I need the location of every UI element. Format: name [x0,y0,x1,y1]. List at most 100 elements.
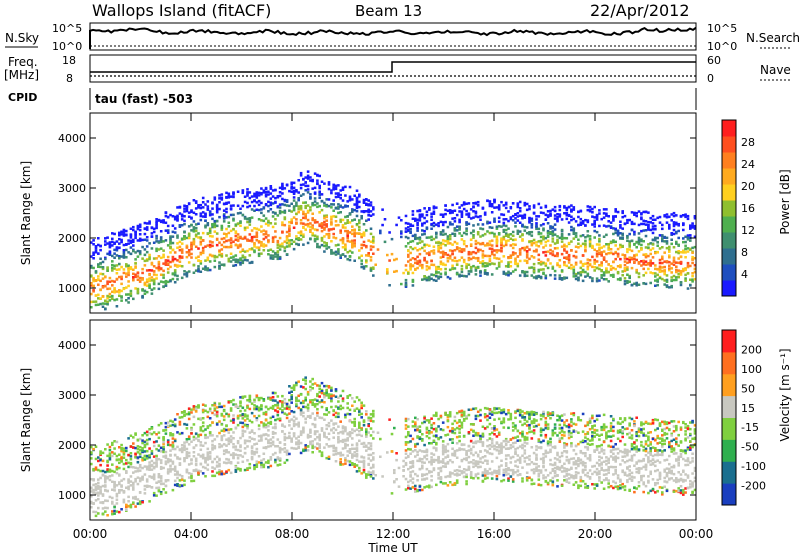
power-cell [409,224,412,228]
power-cell [507,219,510,223]
power-cell [509,237,513,240]
velocity-cell [138,491,142,494]
power-cell [516,229,520,233]
power-cell [288,209,291,212]
power-cell [453,232,457,236]
power-cell [264,203,268,206]
power-cell [404,235,408,239]
power-cell [122,249,126,252]
velocity-cell [297,442,300,445]
power-cell [544,276,548,280]
velocity-cell [141,434,144,437]
power-cell [192,220,196,223]
velocity-cell [194,432,198,435]
power-cell [465,266,468,270]
velocity-cell [164,460,168,463]
power-cell [686,250,690,253]
velocity-cell [204,404,207,407]
power-cell [616,210,620,214]
power-cell [488,263,492,266]
power-cell [621,236,624,239]
power-cell [649,221,652,224]
power-cell [663,269,666,272]
power-cell [185,246,189,249]
power-cell [458,220,461,224]
power-cell [274,188,277,192]
power-cell [290,183,293,186]
power-cell [411,217,415,220]
power-cell [504,234,508,237]
power-cell [444,208,447,212]
velocity-cell [215,464,219,467]
power-cell [246,201,249,205]
velocity-cell [122,491,126,494]
velocity-cell [285,407,289,410]
velocity-cell [271,426,275,429]
power-cell [337,184,340,187]
velocity-cell [290,446,293,450]
power-cell [208,240,212,243]
velocity-cell [220,405,224,409]
power-cell [155,222,158,225]
power-cell [507,235,510,238]
power-cell [435,233,438,236]
power-cell [355,205,359,208]
power-cell [609,221,613,224]
power-cell [448,211,452,215]
power-cell [621,215,624,219]
velocity-cell [302,429,305,433]
velocity-cell [108,495,112,499]
velocity-cell [271,443,275,446]
power-cell [236,236,240,239]
velocity-cell [311,445,314,448]
power-cell [162,221,165,224]
velocity-cell [239,469,242,472]
power-cell [129,239,133,243]
power-cell [598,243,601,246]
power-cell [448,235,452,238]
power-cell [213,225,217,229]
power-cell [668,256,671,259]
power-cell [192,227,196,231]
power-cell [94,294,98,297]
power-cell [682,214,685,217]
power-cell [234,230,238,233]
power-cell [453,256,457,259]
power-cell [684,268,687,272]
power-cell [353,218,356,221]
power-cell [656,268,659,271]
power-cell [285,199,289,202]
power-cell [325,225,328,228]
velocity-cell [255,407,259,411]
velocity-cell [101,494,105,497]
velocity-cell [125,458,128,462]
velocity-cell [113,482,116,485]
velocity-cell [148,466,151,470]
power-cell [675,214,678,217]
power-cell [460,248,464,251]
power-cell [115,249,119,252]
power-cell [474,201,478,205]
power-cell [92,278,95,281]
power-cell [444,232,447,236]
power-cell [155,277,158,280]
power-cell [414,217,417,221]
velocity-cell [115,492,119,496]
power-cell [190,217,193,220]
power-cell [621,211,624,215]
colorbar-tick-label: 12 [741,224,755,237]
power-cell [630,239,634,243]
power-cell [353,242,356,245]
power-cell [367,199,370,202]
power-cell [360,217,363,220]
power-cell [344,222,347,225]
power-cell [532,238,536,242]
power-cell [222,213,226,216]
velocity-cell [134,477,137,481]
velocity-cell [104,499,107,502]
power-cell [689,284,692,287]
velocity-cell [313,432,317,436]
power-cell [428,251,431,254]
power-cell [113,287,116,290]
velocity-cell [171,445,175,448]
